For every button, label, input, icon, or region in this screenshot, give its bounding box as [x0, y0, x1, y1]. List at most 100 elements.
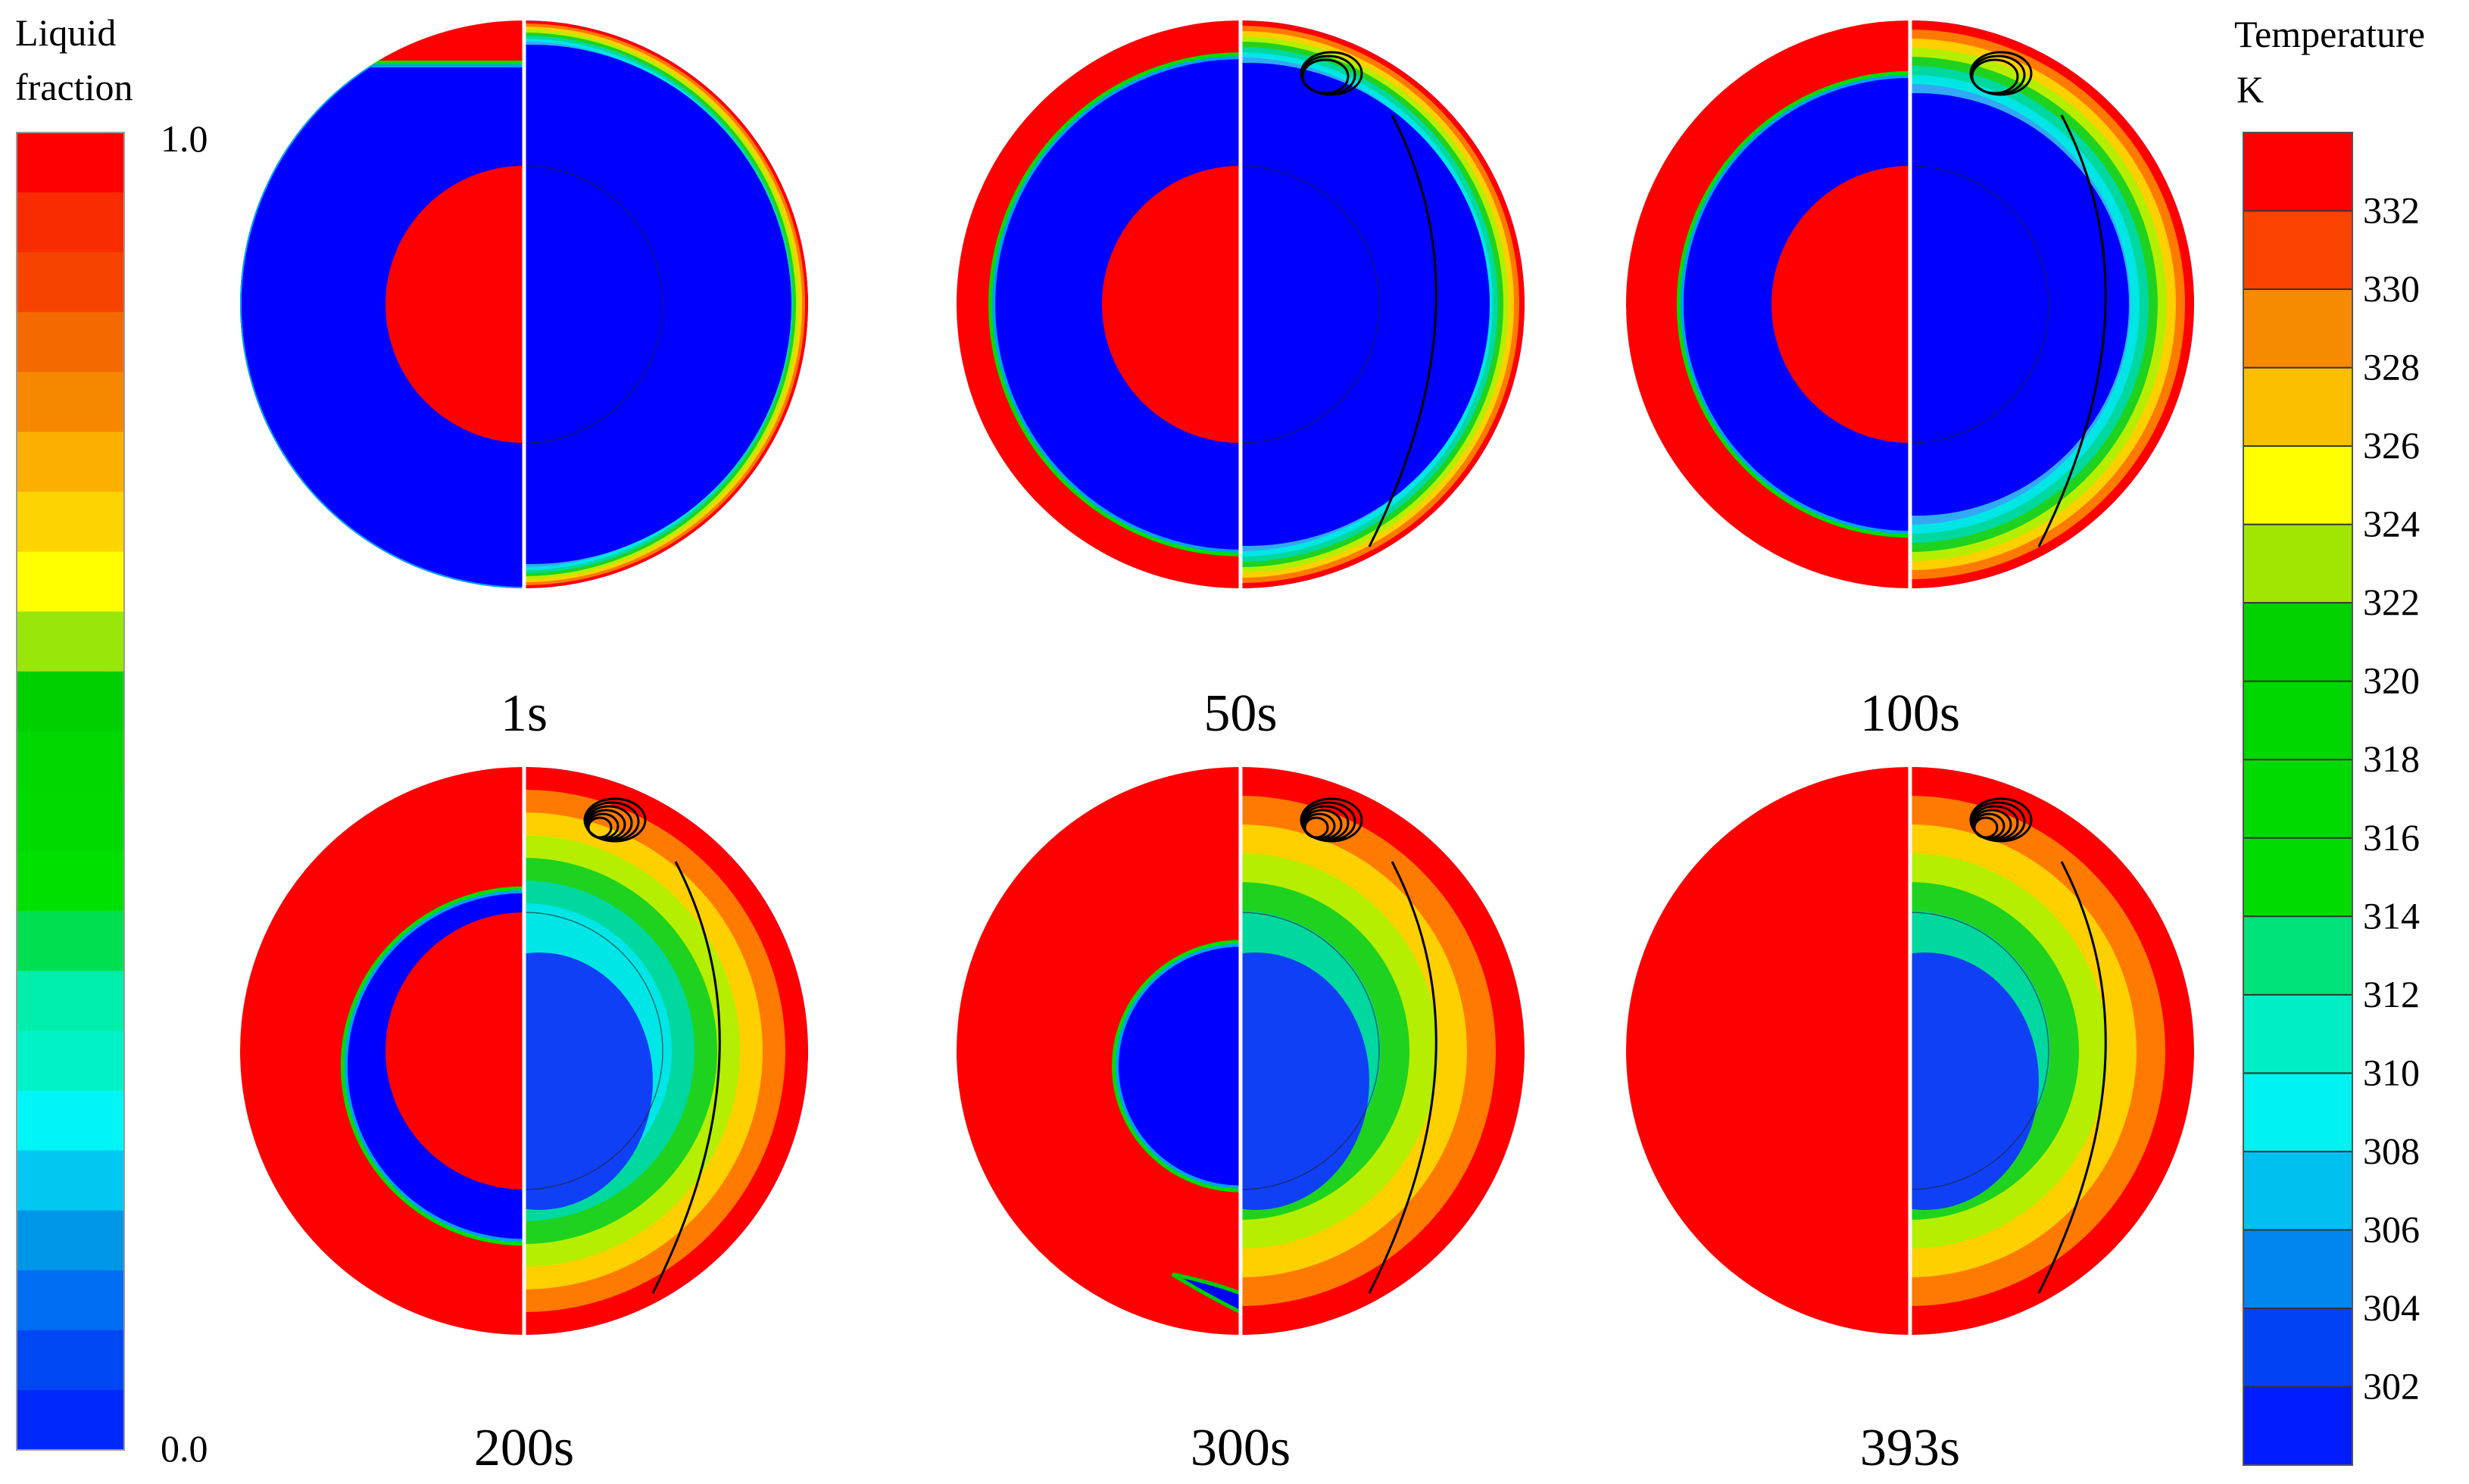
- tube-outline: [1910, 912, 2049, 1190]
- boundary-streamline: [2037, 861, 2107, 1294]
- liquid-fraction-color-band: [17, 1030, 124, 1092]
- cold-core: [1241, 63, 1490, 546]
- liquid-region: [1626, 767, 1910, 1335]
- temperature-color-band: [2243, 1151, 2352, 1231]
- liquid-fraction-color-band: [17, 671, 124, 732]
- temperature-tick-label: 322: [2363, 581, 2420, 623]
- temperature-tick-label: 308: [2363, 1130, 2420, 1172]
- temperature-tick-label: 306: [2363, 1208, 2420, 1250]
- residual-solid: [1171, 1272, 1241, 1316]
- heating-tube: [385, 912, 524, 1189]
- vortex-streamline: [1971, 58, 2019, 95]
- tube-outline: [524, 165, 663, 444]
- temperature-tick-label: 310: [2363, 1051, 2420, 1093]
- panel-200s: 200s: [240, 767, 808, 1477]
- cold-core: [1910, 93, 2129, 516]
- temperature-color-band: [2243, 916, 2352, 996]
- temperature-color-band: [2243, 1386, 2352, 1466]
- time-label: 393s: [1860, 1419, 1960, 1477]
- temperature-tick-label: 330: [2363, 267, 2420, 310]
- temperature-half: [1241, 20, 1525, 588]
- temperature-tick-label: 312: [2363, 973, 2420, 1015]
- right-legend-title-line1: Temperature: [2234, 13, 2425, 55]
- liquid-fraction-color-band: [17, 192, 124, 253]
- liquid-fraction-color-band: [17, 1389, 124, 1451]
- temperature-tick-label: 304: [2363, 1286, 2420, 1329]
- boundary-streamline: [1368, 861, 1437, 1294]
- liquid-fraction-color-band: [17, 851, 124, 912]
- temperature-tick-label: 326: [2363, 424, 2420, 466]
- heating-tube: [385, 166, 524, 443]
- liquid-fraction-color-band: [17, 791, 124, 852]
- panel-1s: 1s: [240, 20, 808, 743]
- temperature-tick-label: 328: [2363, 346, 2420, 388]
- temperature-tick-labels: 332 330 328 326 324 322 320 318 316 314 312 310 308 3…: [2363, 189, 2420, 1408]
- panel-100s: 100s: [1626, 20, 2194, 743]
- coldest-zone: [1241, 952, 1369, 1210]
- temperature-tick-label: 316: [2363, 816, 2420, 859]
- liquid-fraction-color-band: [17, 971, 124, 1031]
- temperature-tick-label: 320: [2363, 659, 2420, 702]
- time-label: 200s: [474, 1419, 574, 1477]
- liquid-fraction-colorbar: [16, 132, 125, 1451]
- temperature-half: [1241, 767, 1525, 1335]
- temperature-color-band: [2243, 524, 2352, 603]
- boundary-streamline: [2037, 114, 2107, 547]
- temperature-tick-label: 324: [2363, 503, 2420, 545]
- temperature-half: [1910, 20, 2194, 588]
- liquid-fraction-color-band: [17, 1150, 124, 1211]
- temperature-half: [1910, 767, 2194, 1335]
- coldest-zone: [1910, 952, 2039, 1210]
- time-label: 50s: [1203, 684, 1277, 743]
- liquid-fraction-half: [1626, 767, 1910, 1335]
- liquid-fraction-color-band: [17, 731, 124, 792]
- vortex-streamline: [587, 816, 613, 839]
- panel-393s: 393s: [1626, 767, 2194, 1477]
- boundary-streamline: [1368, 114, 1437, 547]
- temperature-color-band: [2243, 367, 2352, 447]
- liquid-fraction-color-band: [17, 312, 124, 373]
- liquid-fraction-half: [957, 20, 1241, 588]
- liquid-fraction-color-band: [17, 1210, 124, 1271]
- temperature-color-band: [2243, 681, 2352, 760]
- liquid-fraction-color-band: [17, 611, 124, 672]
- temperature-color-band: [2243, 1308, 2352, 1388]
- liquid-fraction-color-band: [17, 1330, 124, 1391]
- temperature-color-band: [2243, 759, 2352, 839]
- temperature-color-band: [2243, 603, 2352, 682]
- tube-outline: [524, 912, 663, 1190]
- temperature-tick-label: 318: [2363, 737, 2420, 780]
- panels-grid: 1s 50s 100s 200s 300s 393s: [240, 20, 2194, 1477]
- tube-outline: [1910, 165, 2049, 444]
- temperature-color-band: [2243, 289, 2352, 369]
- liquid-fraction-color-band: [17, 1270, 124, 1331]
- time-label: 300s: [1191, 1419, 1291, 1477]
- vortex-streamline: [1303, 816, 1329, 839]
- temperature-tick-label: 332: [2363, 189, 2420, 232]
- boundary-streamline: [651, 861, 721, 1294]
- temperature-legend: Temperature K 332 330 328 326 324 322 320 318 31…: [2234, 13, 2425, 1466]
- liquid-fraction-color-band: [17, 1090, 124, 1152]
- left-legend-bottom-label: 0.0: [161, 1427, 208, 1470]
- coldest-zone: [524, 952, 653, 1210]
- temperature-tick-label: 314: [2363, 894, 2420, 937]
- temperature-color-band: [2243, 132, 2352, 212]
- heating-tube: [1102, 166, 1241, 443]
- liquid-fraction-legend: Liquid fraction 1.0 0.0: [15, 11, 208, 1470]
- solid-region: [1116, 943, 1241, 1189]
- liquid-fraction-color-band: [17, 551, 124, 613]
- temperature-color-band: [2243, 837, 2352, 917]
- temperature-color-band: [2243, 210, 2352, 290]
- temperature-color-band: [2243, 446, 2352, 525]
- panel-50s: 50s: [957, 20, 1525, 743]
- left-legend-title-line1: Liquid: [15, 11, 116, 54]
- liquid-fraction-color-band: [17, 372, 124, 433]
- liquid-fraction-color-band: [17, 491, 124, 553]
- temperature-color-band: [2243, 1230, 2352, 1309]
- vortex-streamline: [1301, 58, 1350, 95]
- tube-outline: [1241, 165, 1380, 444]
- right-legend-title-line2: K: [2236, 68, 2264, 111]
- tube-outline: [1241, 912, 1380, 1190]
- left-legend-top-label: 1.0: [161, 117, 208, 160]
